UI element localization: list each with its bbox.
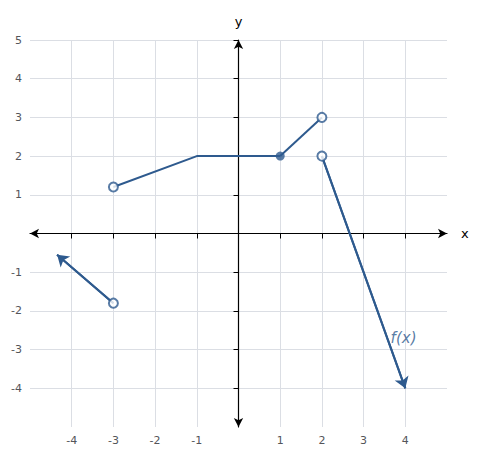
svg-text:-2: -2 xyxy=(150,434,161,447)
svg-text:5: 5 xyxy=(15,34,22,47)
svg-text:y: y xyxy=(235,14,243,29)
svg-text:-2: -2 xyxy=(11,304,22,317)
svg-text:-3: -3 xyxy=(11,343,22,356)
svg-text:-3: -3 xyxy=(108,434,119,447)
svg-text:x: x xyxy=(461,226,469,241)
svg-text:4: 4 xyxy=(15,72,22,85)
svg-text:1: 1 xyxy=(15,188,22,201)
svg-text:-4: -4 xyxy=(66,434,77,447)
svg-text:1: 1 xyxy=(277,434,284,447)
svg-text:-4: -4 xyxy=(11,382,22,395)
svg-text:2: 2 xyxy=(318,434,325,447)
svg-text:f(x): f(x) xyxy=(391,329,417,347)
svg-text:2: 2 xyxy=(15,150,22,163)
svg-text:3: 3 xyxy=(15,111,22,124)
svg-text:3: 3 xyxy=(360,434,367,447)
svg-text:-1: -1 xyxy=(11,266,22,279)
svg-text:-1: -1 xyxy=(191,434,202,447)
svg-text:4: 4 xyxy=(402,434,409,447)
